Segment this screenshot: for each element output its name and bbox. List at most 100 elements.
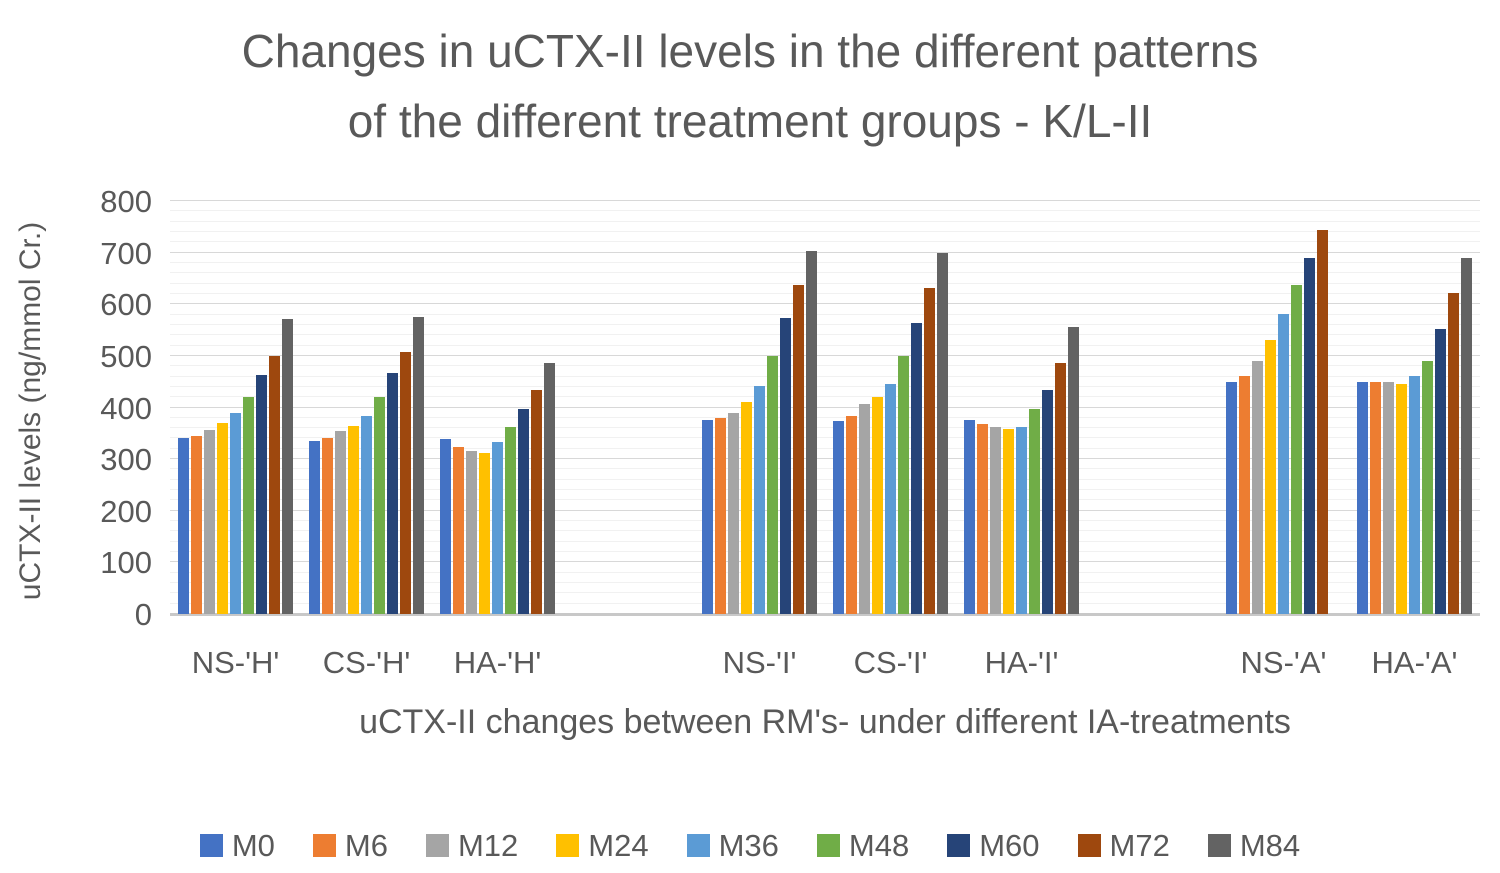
minor-gridline bbox=[170, 468, 1480, 470]
bar-M12-HA-'I' bbox=[990, 426, 1001, 614]
bar-M60-NS-'I' bbox=[780, 318, 791, 614]
bar-M36-NS-'A' bbox=[1278, 314, 1289, 614]
bar-M36-HA-'I' bbox=[1016, 426, 1027, 614]
minor-gridline bbox=[170, 313, 1480, 315]
bar-M48-CS-'H' bbox=[374, 396, 385, 614]
legend-swatch-M60 bbox=[947, 834, 971, 857]
minor-gridline bbox=[170, 602, 1480, 604]
bar-M12-HA-'H' bbox=[466, 451, 477, 614]
minor-gridline bbox=[170, 416, 1480, 418]
bar-M6-HA-'A' bbox=[1370, 381, 1381, 614]
bar-M48-HA-'I' bbox=[1029, 409, 1040, 614]
legend-label: M6 bbox=[344, 828, 388, 863]
chart-title-line-2: of the different treatment groups - K/L-… bbox=[347, 95, 1153, 147]
bar-M12-CS-'H' bbox=[335, 430, 346, 614]
bar-M36-CS-'I' bbox=[885, 383, 896, 614]
y-axis-title: uCTX-II levels (ng/mmol Cr.) bbox=[14, 221, 47, 601]
minor-gridline bbox=[170, 489, 1480, 491]
minor-gridline bbox=[170, 478, 1480, 480]
x-axis-title: uCTX-II changes between RM's- under diff… bbox=[359, 703, 1291, 741]
bar-M0-CS-'H' bbox=[309, 441, 320, 614]
minor-gridline bbox=[170, 540, 1480, 542]
bar-M12-HA-'A' bbox=[1383, 382, 1394, 614]
minor-gridline bbox=[170, 344, 1480, 346]
legend-item-M36: M36 bbox=[686, 828, 779, 863]
bar-M84-HA-'H' bbox=[544, 362, 555, 614]
bar-M84-HA-'A' bbox=[1461, 257, 1472, 614]
bar-M48-NS-'H' bbox=[243, 396, 254, 614]
minor-gridline bbox=[170, 365, 1480, 367]
bar-M84-NS-'H' bbox=[282, 318, 293, 614]
legend-label: M48 bbox=[848, 828, 910, 863]
legend-item-M60: M60 bbox=[947, 828, 1040, 863]
y-tick-label: 0 bbox=[134, 597, 152, 632]
legend-label: M72 bbox=[1109, 828, 1170, 863]
plot-area bbox=[170, 200, 1480, 616]
bar-M0-HA-'I' bbox=[964, 420, 975, 614]
minor-gridline bbox=[170, 220, 1480, 222]
bar-M72-CS-'I' bbox=[924, 287, 935, 614]
minor-gridline bbox=[170, 427, 1480, 429]
bar-M72-NS-'I' bbox=[793, 285, 804, 614]
bar-M60-CS-'H' bbox=[387, 373, 398, 614]
legend-swatch-M24 bbox=[556, 834, 580, 857]
minor-gridline bbox=[170, 375, 1480, 377]
bar-M60-HA-'A' bbox=[1435, 329, 1446, 614]
x-tick-label: CS-'H' bbox=[322, 645, 411, 680]
minor-gridline bbox=[170, 571, 1480, 573]
x-tick-label: NS-'I' bbox=[722, 645, 797, 680]
bar-M72-CS-'H' bbox=[400, 352, 411, 614]
bar-M60-HA-'I' bbox=[1042, 390, 1053, 614]
legend-label: M0 bbox=[231, 828, 275, 863]
minor-gridline bbox=[170, 499, 1480, 501]
bar-M0-HA-'A' bbox=[1357, 381, 1368, 614]
minor-gridline bbox=[170, 551, 1480, 553]
bar-M12-NS-'I' bbox=[728, 412, 739, 614]
bar-M36-CS-'H' bbox=[361, 415, 372, 614]
legend-swatch-M6 bbox=[312, 834, 336, 857]
bar-M0-NS-'A' bbox=[1226, 381, 1237, 614]
bar-M60-NS-'A' bbox=[1304, 257, 1315, 614]
bar-M72-NS-'A' bbox=[1317, 229, 1328, 614]
legend-swatch-M0 bbox=[199, 834, 223, 857]
x-tick-label: HA-'H' bbox=[453, 645, 542, 680]
minor-gridline bbox=[170, 230, 1480, 232]
legend-swatch-M72 bbox=[1077, 834, 1101, 857]
major-gridline bbox=[170, 354, 1480, 356]
minor-gridline bbox=[170, 261, 1480, 263]
bar-M24-NS-'A' bbox=[1265, 340, 1276, 614]
legend-item-M12: M12 bbox=[425, 830, 518, 861]
x-tick-label: CS-'I' bbox=[853, 645, 928, 680]
bar-M0-HA-'H' bbox=[440, 439, 451, 614]
bar-M48-HA-'A' bbox=[1422, 360, 1433, 614]
minor-gridline bbox=[170, 282, 1480, 284]
legend-label: M36 bbox=[718, 828, 779, 863]
bar-M12-CS-'I' bbox=[859, 404, 870, 614]
bar-M72-NS-'H' bbox=[269, 355, 280, 614]
major-gridline bbox=[170, 509, 1480, 511]
major-gridline bbox=[170, 458, 1480, 460]
legend-label: M24 bbox=[588, 828, 649, 863]
bar-M84-CS-'H' bbox=[413, 317, 424, 614]
bar-M24-NS-'I' bbox=[741, 402, 752, 614]
legend-label: M60 bbox=[979, 828, 1040, 863]
bar-M72-HA-'I' bbox=[1055, 362, 1066, 614]
bar-M0-NS-'I' bbox=[702, 419, 713, 614]
minor-gridline bbox=[170, 241, 1480, 243]
minor-gridline bbox=[170, 530, 1480, 532]
y-tick-label: 300 bbox=[100, 442, 152, 478]
bar-M6-HA-'H' bbox=[453, 447, 464, 614]
minor-gridline bbox=[170, 447, 1480, 449]
y-tick-label: 800 bbox=[100, 184, 152, 219]
bar-M0-CS-'I' bbox=[833, 420, 844, 614]
bar-M48-CS-'I' bbox=[898, 356, 909, 614]
y-tick-label: 100 bbox=[100, 545, 152, 581]
bar-M0-NS-'H' bbox=[178, 437, 189, 614]
minor-gridline bbox=[170, 437, 1480, 439]
legend-label: M84 bbox=[1239, 828, 1301, 863]
bar-M6-NS-'H' bbox=[191, 436, 202, 614]
legend-item-M72: M72 bbox=[1077, 828, 1170, 863]
bar-M24-CS-'I' bbox=[872, 396, 883, 614]
bar-M24-NS-'H' bbox=[217, 423, 228, 614]
minor-gridline bbox=[170, 582, 1480, 584]
